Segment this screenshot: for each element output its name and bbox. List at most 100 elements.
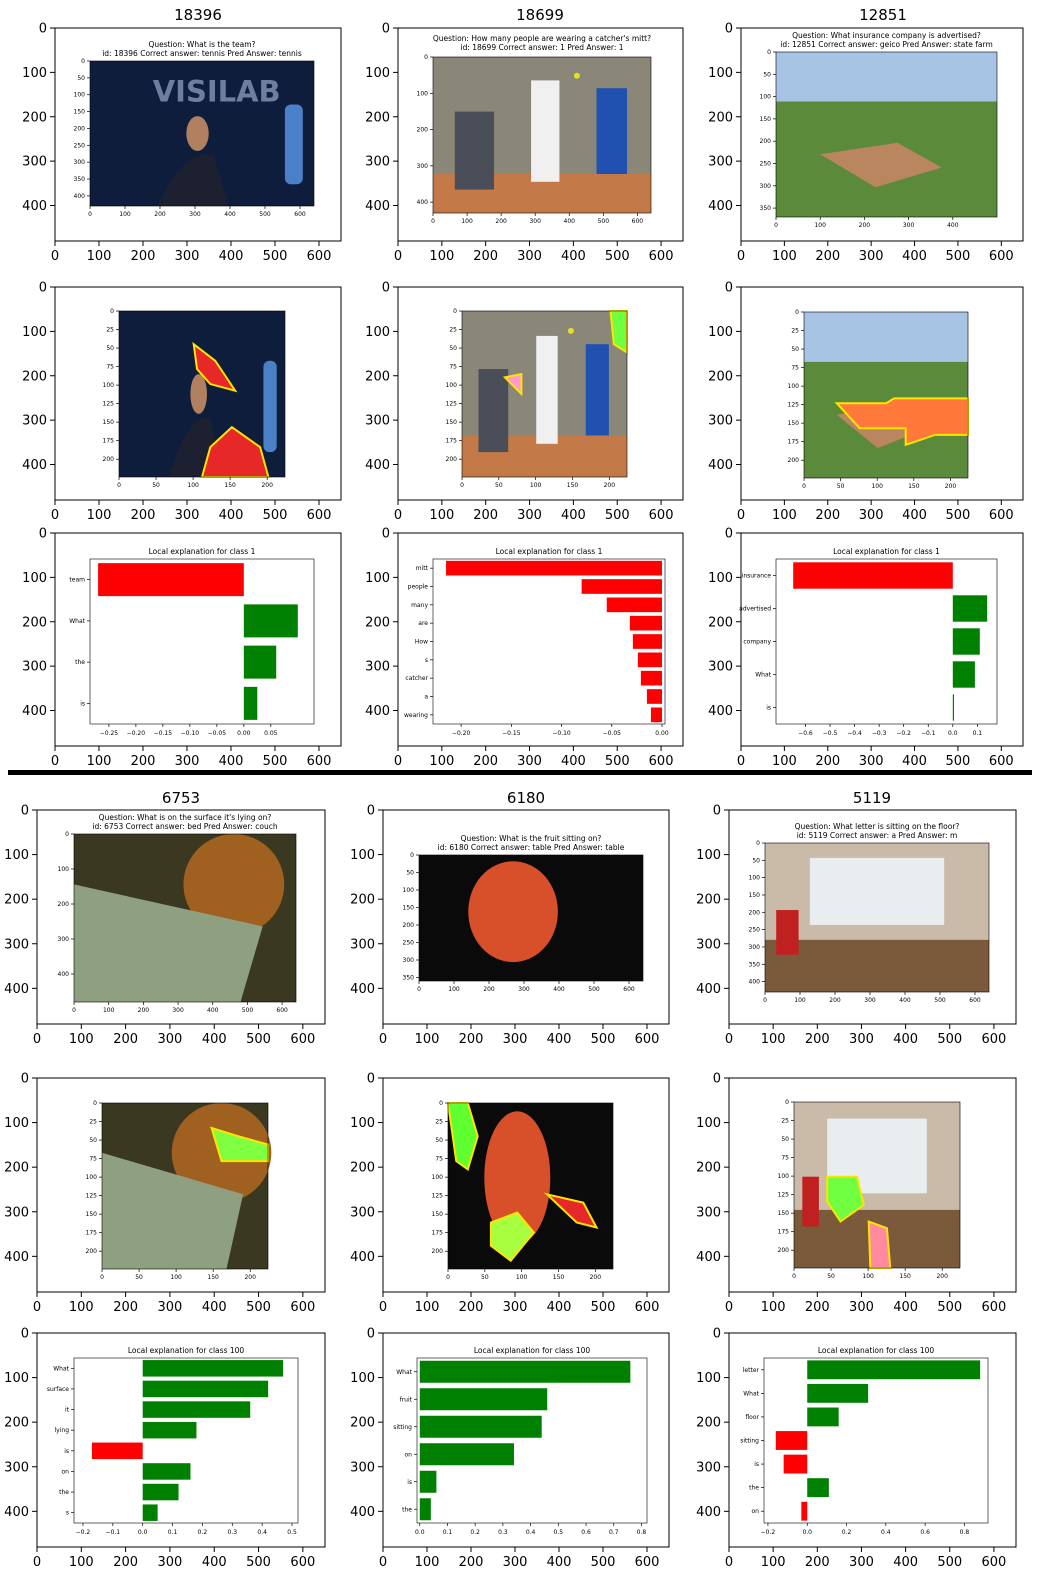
- bar-What: [952, 661, 975, 688]
- inner-x-tick-label: 50: [152, 482, 160, 489]
- inner-x-tick-label: 100: [119, 211, 131, 218]
- saliency-positive: [502, 372, 523, 397]
- inner-x-tick-label: 100: [103, 1007, 115, 1014]
- x-tick-label: 500: [605, 249, 630, 264]
- inner-x-tick-label: 0: [100, 1274, 104, 1281]
- x-tick-label: 0: [51, 508, 59, 523]
- inner-y-tick-label: 400: [749, 979, 761, 986]
- inner-y-tick-label: 125: [788, 402, 800, 409]
- value-tick-label: −0.6: [798, 730, 813, 737]
- inner-y-tick-label: 0: [93, 1100, 97, 1107]
- bar-is: [243, 686, 258, 720]
- heatmap-frame: [447, 1102, 614, 1270]
- x-tick-label: 200: [459, 1300, 484, 1315]
- plot-area: [416, 1357, 648, 1524]
- x-tick-label: 300: [503, 1032, 528, 1047]
- inner-y-tick-label: 250: [74, 142, 86, 149]
- category-label: on: [62, 1468, 70, 1475]
- y-tick-label: 100: [4, 848, 29, 863]
- y-tick-label: 200: [22, 369, 47, 384]
- umpire: [454, 111, 495, 190]
- value-tick-label: 0.0: [415, 1529, 425, 1536]
- bar-sitting: [419, 1415, 542, 1438]
- inner-x-tick-label: 500: [242, 1007, 254, 1014]
- bar-advertised: [952, 595, 988, 622]
- sky: [776, 52, 997, 102]
- y-tick-label: 0: [725, 22, 733, 37]
- value-tick-label: 0.05: [264, 730, 278, 737]
- x-tick-label: 200: [113, 1300, 138, 1315]
- inner-y-tick-label: 300: [58, 936, 70, 943]
- x-tick-label: 200: [815, 249, 840, 264]
- inner-y-tick-label: 0: [410, 852, 414, 859]
- y-tick-label: 0: [367, 1072, 375, 1087]
- inner-y-tick-label: 0: [65, 831, 69, 838]
- value-tick-label: 0.3: [498, 1529, 508, 1536]
- x-tick-label: 400: [561, 249, 586, 264]
- inner-x-tick-label: 50: [827, 1273, 835, 1280]
- x-tick-label: 300: [859, 249, 884, 264]
- inner-y-tick-label: 125: [86, 1193, 98, 1200]
- bar-are: [629, 615, 662, 631]
- player-body: [157, 154, 229, 206]
- inner-y-tick-label: 250: [403, 940, 415, 947]
- axes-frame: [382, 1332, 670, 1548]
- x-tick-label: 100: [69, 1032, 94, 1047]
- x-tick-label: 300: [175, 508, 200, 523]
- inner-x-tick-label: 100: [448, 986, 460, 993]
- value-tick-label: −0.2: [761, 1529, 776, 1536]
- x-tick-label: 400: [561, 754, 586, 769]
- inner-x-tick-label: 200: [945, 483, 957, 490]
- question-image-18699: Question: How many people are wearing a …: [417, 34, 652, 225]
- bar-fruit: [419, 1388, 548, 1411]
- x-tick-label: 600: [989, 249, 1014, 264]
- bar-wearing: [650, 707, 662, 723]
- x-tick-label: 0: [737, 754, 745, 769]
- bar-What: [142, 1360, 284, 1377]
- inner-x-tick-label: 0: [774, 222, 778, 229]
- y-tick-label: 0: [713, 1072, 721, 1087]
- x-tick-label: 600: [649, 508, 674, 523]
- question-image-6753: Question: What is on the surface it's ly…: [58, 813, 297, 1014]
- y-tick-label: 100: [22, 325, 47, 340]
- x-tick-label: 300: [503, 1300, 528, 1315]
- x-tick-label: 600: [649, 754, 674, 769]
- inner-y-tick-label: 200: [778, 1247, 790, 1254]
- heatmap-18699: 0 50 100 150 200 0 25 50 75 100 125 150 175 200: [446, 308, 628, 489]
- heatmap-frame: [118, 310, 286, 478]
- inner-y-tick-label: 150: [74, 109, 86, 116]
- image-frame: [764, 842, 990, 993]
- heatmap-frame: [803, 311, 969, 479]
- outer-axes-6: 0 100 200 300 400 500 600 0 100 200 300 400: [22, 527, 342, 769]
- inner-x-tick-label: 0: [763, 997, 767, 1004]
- x-tick-label: 0: [725, 1555, 733, 1570]
- x-tick-label: 500: [937, 1300, 962, 1315]
- x-tick-label: 300: [849, 1300, 874, 1315]
- inner-x-tick-label: 400: [224, 211, 236, 218]
- axes-frame: [740, 27, 1024, 242]
- question-text: Question: What is the fruit sitting on?: [461, 834, 602, 843]
- y-tick-label: 100: [4, 1116, 29, 1131]
- x-tick-label: 200: [805, 1555, 830, 1570]
- inner-x-tick-label: 600: [276, 1007, 288, 1014]
- inner-y-tick-label: 250: [749, 927, 761, 934]
- category-label: What: [53, 1365, 69, 1372]
- inner-y-tick-label: 175: [103, 438, 115, 445]
- y-tick-label: 300: [4, 937, 29, 952]
- x-tick-label: 600: [989, 508, 1014, 523]
- axes-frame: [382, 809, 670, 1025]
- value-tick-label: −0.15: [154, 730, 173, 737]
- x-tick-label: 300: [517, 249, 542, 264]
- y-tick-label: 300: [22, 660, 47, 675]
- inner-y-tick-label: 100: [760, 94, 772, 101]
- bar-lying: [142, 1421, 197, 1439]
- category-label: advertised: [739, 606, 771, 613]
- inner-x-tick-label: 100: [461, 218, 473, 225]
- inner-x-tick-label: 100: [516, 1274, 528, 1281]
- inner-x-tick-label: 200: [495, 218, 507, 225]
- answer-info: id: 12851 Correct answer: geico Pred Ans…: [780, 40, 993, 49]
- heatmap-frame: [461, 310, 628, 478]
- bar-mitt: [446, 560, 662, 576]
- inner-x-tick-label: 100: [170, 1274, 182, 1281]
